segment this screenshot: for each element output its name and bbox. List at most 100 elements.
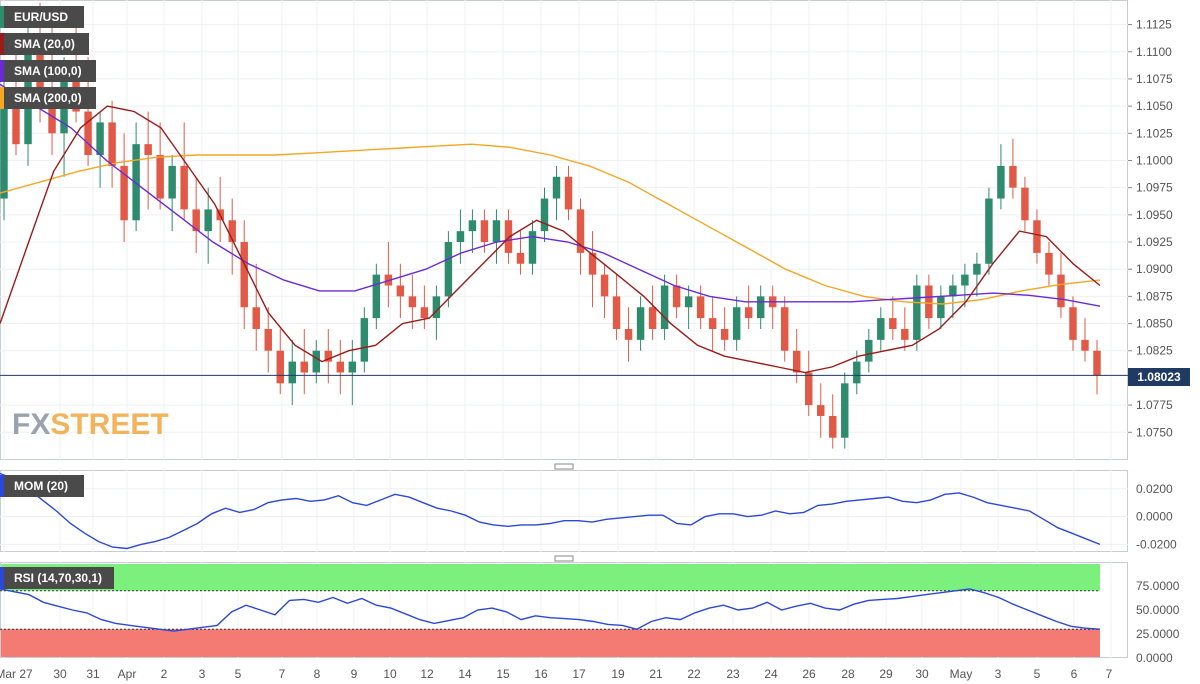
legend-sma20: SMA (20,0) xyxy=(0,33,89,55)
candle-body xyxy=(925,285,933,319)
candle-body xyxy=(576,209,585,253)
candle-body xyxy=(132,144,140,221)
price-tick-label: 1.1125 xyxy=(1136,18,1172,32)
rsi-swatch xyxy=(0,567,4,589)
legend-sma20-label: SMA (20,0) xyxy=(14,37,75,51)
last-price-tag: 1.08023 xyxy=(1128,368,1190,386)
candle-body xyxy=(1021,187,1029,221)
rsi-tick-label: 25.0000 xyxy=(1136,627,1180,641)
candle-body xyxy=(732,307,741,340)
x-tick-label: 3 xyxy=(199,667,206,681)
candle-body xyxy=(360,318,369,362)
candle-body xyxy=(492,220,501,243)
candle-body xyxy=(96,122,104,156)
candle-body xyxy=(276,350,284,384)
rsi-tick-label: 0.0000 xyxy=(1136,651,1173,665)
candle-body xyxy=(12,89,20,145)
price-tick-label: 1.1075 xyxy=(1136,72,1173,86)
logo-fx: FX xyxy=(12,408,51,441)
momentum-line xyxy=(0,472,1101,550)
fxstreet-logo: FXSTREET xyxy=(12,408,169,442)
candle-body xyxy=(264,328,272,351)
x-tick-label: 21 xyxy=(649,667,663,681)
price-tick-label: 1.0900 xyxy=(1136,262,1173,276)
candle-body xyxy=(817,405,825,416)
x-tick-label: 14 xyxy=(458,667,472,681)
x-tick-label: 28 xyxy=(841,667,855,681)
candle-body xyxy=(420,307,429,319)
x-tick-label: 23 xyxy=(726,667,740,681)
candle-body xyxy=(636,307,645,340)
sma100-swatch xyxy=(0,60,4,82)
x-tick-label: 9 xyxy=(351,667,358,681)
sma200-swatch xyxy=(0,87,4,109)
candle-body xyxy=(552,176,561,199)
candle-body xyxy=(1033,220,1041,253)
candle-body xyxy=(456,231,465,243)
candle-body xyxy=(228,220,236,243)
x-tick-label: 15 xyxy=(496,667,510,681)
x-tick-label: 6 xyxy=(1071,667,1078,681)
price-tick-label: 1.0875 xyxy=(1136,289,1173,303)
candle-body xyxy=(348,361,357,373)
candle-body xyxy=(660,285,669,329)
legend-sma200-label: SMA (200,0) xyxy=(14,91,82,105)
mom-tick-label: -0.0200 xyxy=(1136,537,1177,551)
candle-body xyxy=(1081,339,1089,351)
candle-body xyxy=(1045,252,1053,275)
candle-body xyxy=(444,242,453,297)
candle-body xyxy=(564,176,573,210)
candle-body xyxy=(708,318,717,329)
candle-body xyxy=(336,361,345,373)
candle-body xyxy=(408,296,417,308)
rsi-tick-label: 75.0000 xyxy=(1136,579,1180,593)
legend-sma100: SMA (100,0) xyxy=(0,60,96,82)
sma200-line xyxy=(0,143,1101,305)
x-tick-label: 8 xyxy=(314,667,321,681)
x-tick-label: 16 xyxy=(534,667,548,681)
price-panel xyxy=(0,0,1128,460)
x-tick-label: 3 xyxy=(995,667,1002,681)
candle-body xyxy=(901,328,909,340)
candle-body xyxy=(961,274,969,286)
candle-body xyxy=(793,350,801,373)
x-tick-label: 26 xyxy=(802,667,816,681)
price-tick-label: 1.1000 xyxy=(1136,153,1173,167)
candle-body xyxy=(300,361,308,373)
x-tick-label: Mar 27 xyxy=(0,667,33,681)
candle-body xyxy=(684,296,693,308)
mom-tick-label: 0.0000 xyxy=(1136,510,1173,524)
candle-body xyxy=(1093,350,1101,376)
x-tick-label: 2 xyxy=(161,667,168,681)
x-tick-label: 31 xyxy=(86,667,100,681)
candle-body xyxy=(985,198,993,264)
candle-body xyxy=(829,415,837,438)
candle-body xyxy=(889,318,897,329)
price-tick-label: 1.0975 xyxy=(1136,181,1173,195)
x-tick-label: 30 xyxy=(915,667,929,681)
candle-body xyxy=(696,296,705,319)
legend-mom: MOM (20) xyxy=(0,475,84,497)
candle-body xyxy=(252,307,260,329)
x-tick-label: 30 xyxy=(53,667,67,681)
candle-body xyxy=(468,220,477,232)
x-tick-label: 5 xyxy=(1034,667,1041,681)
candle-body xyxy=(204,209,212,232)
mom-swatch xyxy=(0,475,4,497)
candle-body xyxy=(624,328,633,340)
rsi-line xyxy=(0,588,1101,632)
rsi-overbought-zone xyxy=(1,564,1100,591)
candle-body xyxy=(288,361,296,384)
candle-body xyxy=(600,274,609,297)
candle-body xyxy=(877,318,885,340)
candle-body xyxy=(648,307,657,329)
price-tick-label: 1.1050 xyxy=(1136,99,1173,113)
panel-resize-handle[interactable] xyxy=(554,555,574,562)
price-tick-label: 1.0825 xyxy=(1136,344,1173,358)
panel-resize-handle[interactable] xyxy=(554,463,574,470)
x-tick-label: May xyxy=(950,667,973,681)
price-tick-label: 1.0850 xyxy=(1136,317,1173,331)
candle-body xyxy=(84,111,92,156)
x-tick-label: 24 xyxy=(764,667,778,681)
legend-sma100-label: SMA (100,0) xyxy=(14,64,82,78)
